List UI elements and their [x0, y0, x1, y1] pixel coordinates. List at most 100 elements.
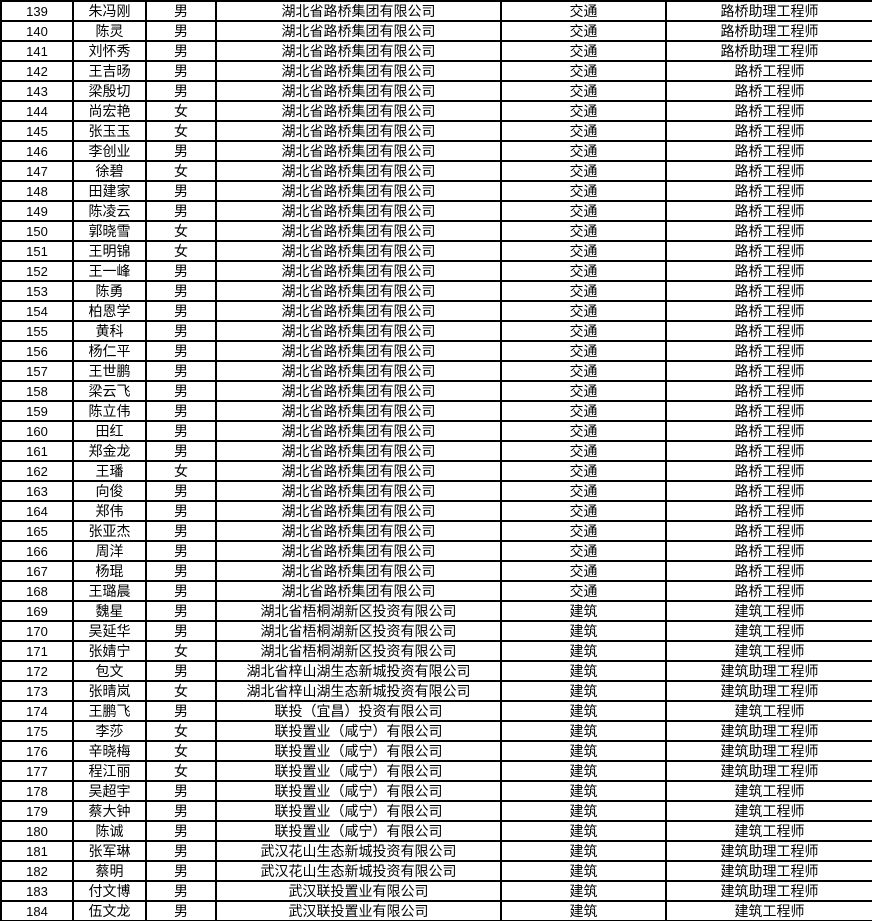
cell-company: 湖北省路桥集团有限公司 — [215, 60, 502, 82]
cell-company: 武汉联投置业有限公司 — [215, 880, 502, 902]
cell-name: 王一峰 — [72, 260, 147, 282]
cell-gender: 女 — [145, 460, 217, 482]
cell-number: 149 — [0, 200, 74, 222]
cell-gender: 男 — [145, 900, 217, 921]
table-row: 150 郭晓雪女湖北省路桥集团有限公司 交通 路桥工程师 — [0, 220, 872, 242]
cell-company: 湖北省路桥集团有限公司 — [215, 180, 502, 202]
table-row: 156 杨仁平男湖北省路桥集团有限公司 交通 路桥工程师 — [0, 340, 872, 362]
cell-name: 王鹏飞 — [72, 700, 147, 722]
cell-name: 尚宏艳 — [72, 100, 147, 122]
cell-gender: 男 — [145, 520, 217, 542]
table-row: 153 陈勇男湖北省路桥集团有限公司 交通 路桥工程师 — [0, 280, 872, 302]
cell-number: 146 — [0, 140, 74, 162]
cell-number: 170 — [0, 620, 74, 642]
cell-gender: 男 — [145, 660, 217, 682]
table-row: 175 李莎女联投置业（咸宁）有限公司 建筑 建筑助理工程师 — [0, 720, 872, 742]
table-row: 157 王世鹏男湖北省路桥集团有限公司 交通 路桥工程师 — [0, 360, 872, 382]
table-row: 178 吴超宇男联投置业（咸宁）有限公司 建筑 建筑工程师 — [0, 780, 872, 802]
cell-title: 路桥工程师 — [665, 560, 872, 582]
cell-number: 167 — [0, 560, 74, 582]
table-row: 176 辛晓梅女联投置业（咸宁）有限公司 建筑 建筑助理工程师 — [0, 740, 872, 762]
cell-name: 伍文龙 — [72, 900, 147, 921]
cell-name: 梁殷切 — [72, 80, 147, 102]
cell-company: 湖北省路桥集团有限公司 — [215, 540, 502, 562]
cell-gender: 女 — [145, 720, 217, 742]
cell-category: 交通 — [500, 580, 667, 602]
cell-name: 杨琨 — [72, 560, 147, 582]
cell-title: 路桥工程师 — [665, 340, 872, 362]
cell-name: 王世鹏 — [72, 360, 147, 382]
cell-number: 182 — [0, 860, 74, 882]
cell-title: 路桥工程师 — [665, 520, 872, 542]
cell-company: 湖北省梓山湖生态新城投资有限公司 — [215, 680, 502, 702]
cell-category: 建筑 — [500, 900, 667, 921]
cell-gender: 男 — [145, 420, 217, 442]
cell-gender: 男 — [145, 820, 217, 842]
table-row: 141 刘怀秀男湖北省路桥集团有限公司 交通 路桥助理工程师 — [0, 40, 872, 62]
cell-name: 陈勇 — [72, 280, 147, 302]
cell-category: 建筑 — [500, 620, 667, 642]
table-row: 172 包文男湖北省梓山湖生态新城投资有限公司 建筑 建筑助理工程师 — [0, 660, 872, 682]
cell-number: 155 — [0, 320, 74, 342]
cell-company: 联投置业（咸宁）有限公司 — [215, 800, 502, 822]
cell-gender: 男 — [145, 540, 217, 562]
cell-company: 湖北省路桥集团有限公司 — [215, 260, 502, 282]
table-row: 164 郑伟男湖北省路桥集团有限公司 交通 路桥工程师 — [0, 500, 872, 522]
cell-category: 建筑 — [500, 840, 667, 862]
cell-category: 建筑 — [500, 600, 667, 622]
table-row: 149 陈凌云男湖北省路桥集团有限公司 交通 路桥工程师 — [0, 200, 872, 222]
cell-title: 路桥工程师 — [665, 420, 872, 442]
cell-company: 湖北省路桥集团有限公司 — [215, 80, 502, 102]
table-row: 168 王璐晨男湖北省路桥集团有限公司 交通 路桥工程师 — [0, 580, 872, 602]
table-row: 154 柏恩学男湖北省路桥集团有限公司 交通 路桥工程师 — [0, 300, 872, 322]
table-row: 145 张玉玉女湖北省路桥集团有限公司 交通 路桥工程师 — [0, 120, 872, 142]
cell-category: 建筑 — [500, 740, 667, 762]
cell-gender: 男 — [145, 880, 217, 902]
cell-category: 交通 — [500, 540, 667, 562]
cell-category: 交通 — [500, 320, 667, 342]
cell-title: 路桥助理工程师 — [665, 40, 872, 62]
cell-name: 魏星 — [72, 600, 147, 622]
table-row: 152 王一峰男湖北省路桥集团有限公司 交通 路桥工程师 — [0, 260, 872, 282]
cell-title: 路桥工程师 — [665, 120, 872, 142]
cell-title: 路桥工程师 — [665, 220, 872, 242]
cell-category: 建筑 — [500, 760, 667, 782]
cell-gender: 男 — [145, 600, 217, 622]
cell-number: 175 — [0, 720, 74, 742]
cell-number: 174 — [0, 700, 74, 722]
cell-title: 路桥工程师 — [665, 380, 872, 402]
cell-name: 周洋 — [72, 540, 147, 562]
cell-company: 湖北省路桥集团有限公司 — [215, 40, 502, 62]
cell-gender: 男 — [145, 480, 217, 502]
cell-company: 湖北省路桥集团有限公司 — [215, 20, 502, 42]
cell-company: 湖北省路桥集团有限公司 — [215, 120, 502, 142]
cell-category: 交通 — [500, 280, 667, 302]
table-row: 180 陈诚男联投置业（咸宁）有限公司 建筑 建筑工程师 — [0, 820, 872, 842]
cell-title: 建筑工程师 — [665, 900, 872, 921]
cell-number: 147 — [0, 160, 74, 182]
cell-name: 柏恩学 — [72, 300, 147, 322]
cell-title: 建筑工程师 — [665, 780, 872, 802]
cell-title: 建筑工程师 — [665, 800, 872, 822]
table-row: 139 朱冯刚男湖北省路桥集团有限公司 交通 路桥助理工程师 — [0, 0, 872, 22]
cell-category: 交通 — [500, 220, 667, 242]
table-row: 165 张亚杰男湖北省路桥集团有限公司 交通 路桥工程师 — [0, 520, 872, 542]
table-row: 143 梁殷切男湖北省路桥集团有限公司 交通 路桥工程师 — [0, 80, 872, 102]
cell-name: 蔡明 — [72, 860, 147, 882]
cell-name: 田红 — [72, 420, 147, 442]
cell-name: 程江丽 — [72, 760, 147, 782]
cell-company: 联投置业（咸宁）有限公司 — [215, 820, 502, 842]
cell-company: 湖北省路桥集团有限公司 — [215, 0, 502, 22]
cell-title: 建筑工程师 — [665, 620, 872, 642]
cell-number: 157 — [0, 360, 74, 382]
cell-gender: 男 — [145, 780, 217, 802]
table-row: 183 付文博男武汉联投置业有限公司 建筑 建筑助理工程师 — [0, 880, 872, 902]
cell-number: 148 — [0, 180, 74, 202]
cell-title: 路桥助理工程师 — [665, 20, 872, 42]
cell-name: 吴延华 — [72, 620, 147, 642]
cell-category: 交通 — [500, 20, 667, 42]
cell-name: 王吉旸 — [72, 60, 147, 82]
cell-title: 建筑工程师 — [665, 600, 872, 622]
cell-name: 田建家 — [72, 180, 147, 202]
cell-category: 交通 — [500, 500, 667, 522]
